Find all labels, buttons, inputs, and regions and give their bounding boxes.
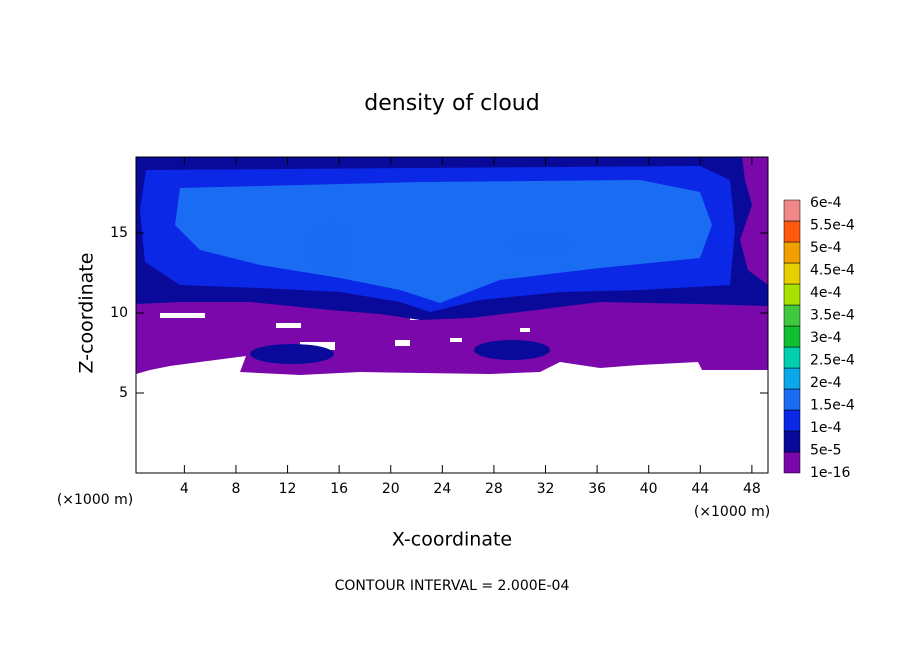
colorbar-label: 1e-16 xyxy=(810,465,850,481)
empty-region xyxy=(300,342,335,350)
x-tick-label: 12 xyxy=(279,481,297,497)
colorbar-box xyxy=(783,304,801,327)
colorbar-label: 1e-4 xyxy=(810,420,842,436)
colorbar-label: 3e-4 xyxy=(810,330,842,346)
x-tick-label: 36 xyxy=(588,481,606,497)
empty-region xyxy=(395,340,410,346)
colorbar-label: 1.5e-4 xyxy=(810,398,855,414)
chart-title: density of cloud xyxy=(364,91,539,116)
x-tick-label: 32 xyxy=(537,481,555,497)
colorbar-label: 3.5e-4 xyxy=(810,308,855,324)
colorbar-label: 5e-5 xyxy=(810,443,841,459)
contour-region xyxy=(474,340,550,360)
x-tick-label: 44 xyxy=(691,481,709,497)
colorbar-label: 5e-4 xyxy=(810,240,842,256)
y-tick-label: 10 xyxy=(110,305,128,321)
x-tick-label: 16 xyxy=(330,481,348,497)
contour-interval: CONTOUR INTERVAL = 2.000E-04 xyxy=(335,578,570,594)
colorbar-box xyxy=(783,325,801,348)
colorbar-box xyxy=(783,283,801,306)
contour-field xyxy=(136,157,768,473)
x-tick-label: 48 xyxy=(743,481,761,497)
y-tick-label: 15 xyxy=(110,225,128,241)
contour-region xyxy=(510,234,570,254)
colorbar-label: 2e-4 xyxy=(810,375,842,391)
colorbar-label: 2.5e-4 xyxy=(810,353,855,369)
colorbar-label: 4e-4 xyxy=(810,285,842,301)
x-unit-label: (×1000 m) xyxy=(694,504,770,520)
contour-region xyxy=(740,157,768,285)
colorbar-box xyxy=(783,220,801,243)
colorbar-box xyxy=(783,430,801,453)
contour-region xyxy=(308,223,352,273)
colorbar-label: 4.5e-4 xyxy=(810,263,855,279)
contour-region xyxy=(175,180,712,303)
x-axis-label: X-coordinate xyxy=(392,529,512,551)
colorbar-box xyxy=(783,199,801,222)
y-tick-label: 5 xyxy=(119,385,128,401)
colorbar-box xyxy=(783,346,801,369)
empty-region xyxy=(450,338,462,342)
x-tick-label: 40 xyxy=(640,481,658,497)
empty-region xyxy=(276,323,301,328)
plot-frame xyxy=(135,156,769,474)
colorbar-box xyxy=(783,451,801,474)
y-unit-label: (×1000 m) xyxy=(57,492,133,508)
x-tick-label: 20 xyxy=(382,481,400,497)
colorbar-box xyxy=(783,241,801,264)
colorbar-box xyxy=(783,388,801,411)
contour-region xyxy=(250,344,334,364)
colorbar-box xyxy=(783,262,801,285)
x-tick-label: 24 xyxy=(433,481,451,497)
colorbar-label: 6e-4 xyxy=(810,195,842,211)
colorbar-box xyxy=(783,409,801,432)
empty-region xyxy=(520,328,530,332)
x-tick-label: 28 xyxy=(485,481,503,497)
colorbar-label: 5.5e-4 xyxy=(810,218,855,234)
y-axis-label: Z-coordinate xyxy=(76,253,98,374)
colorbar-box xyxy=(783,367,801,390)
empty-region xyxy=(160,313,205,318)
x-tick-label: 8 xyxy=(231,481,240,497)
x-tick-label: 4 xyxy=(180,481,189,497)
